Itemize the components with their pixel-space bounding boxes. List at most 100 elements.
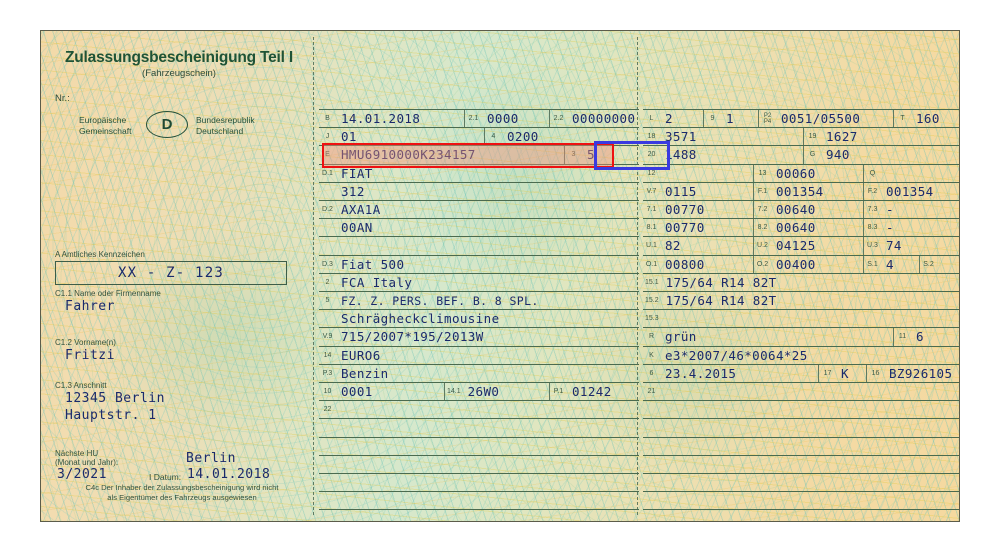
right-field-8-2[interactable]: 8.2 00640 <box>753 219 863 237</box>
middle-row <box>319 473 639 491</box>
field-value-u-2: 04125 <box>776 238 816 254</box>
right-field-21[interactable]: 21 <box>643 383 959 400</box>
right-field-q[interactable]: Q <box>863 164 959 182</box>
right-field-16[interactable]: 16 BZ926105 <box>866 364 959 382</box>
field-value-o-2: 00400 <box>776 256 816 272</box>
field-code-14-1: 14.1 <box>447 388 461 396</box>
middle-row: 14 EURO6 <box>319 345 639 364</box>
middle-field-blank[interactable] <box>319 419 639 436</box>
field-value-v-9: 715/2007*195/2013W <box>341 329 484 345</box>
middle-field-v-9[interactable]: V.9 715/2007*195/2013W <box>319 328 639 345</box>
middle-field-2-2[interactable]: 2.2 00000000 <box>549 110 639 128</box>
right-field-13[interactable]: 13 00060 <box>753 164 863 182</box>
right-field-7-2[interactable]: 7.2 00640 <box>753 201 863 219</box>
right-field-blank[interactable] <box>643 401 959 418</box>
right-field-8-1[interactable]: 8.1 00770 <box>643 219 753 236</box>
middle-field-blank[interactable]: 00AN <box>319 219 639 236</box>
right-field-o-1[interactable]: O.1 00800 <box>643 256 753 273</box>
field-code-11: 11 <box>898 333 907 341</box>
middle-field-blank[interactable] <box>319 492 639 509</box>
field-code-blank <box>319 456 336 473</box>
right-field-g[interactable]: G 940 <box>803 146 959 164</box>
middle-field-d-3[interactable]: D.3 Fiat 500 <box>319 256 639 273</box>
right-field-blank[interactable] <box>643 456 959 473</box>
right-field-p2p4[interactable]: P2 P4 0051/05500 <box>758 110 893 128</box>
field-value-b: 14.01.2018 <box>341 111 421 127</box>
right-field-v-7[interactable]: V.7 0115 <box>643 183 753 200</box>
field-code-14: 14 <box>323 351 332 359</box>
middle-field-5[interactable]: 5 FZ. Z. PERS. BEF. B. 8 SPL. <box>319 292 639 309</box>
middle-field-14-1[interactable]: 14.1 26W0 <box>444 383 549 401</box>
middle-field-b[interactable]: B 14.01.2018 <box>319 110 464 127</box>
right-field-blank[interactable] <box>643 510 959 521</box>
right-field-19[interactable]: 19 1627 <box>803 128 959 146</box>
field-value-j: 01 <box>341 129 357 145</box>
field-code-7-2: 7.2 <box>757 206 768 214</box>
owner-disclaimer: C4c Der Inhaber der Zulassungsbescheinig… <box>51 483 313 503</box>
right-field-17[interactable]: 17 K <box>818 364 866 382</box>
middle-field-p-1[interactable]: P.1 01242 <box>549 383 639 401</box>
right-row: U.1 82 U.2 04125 U.3 74 <box>643 236 959 255</box>
right-field-f-2[interactable]: F.2 001354 <box>863 182 959 200</box>
right-field-u-1[interactable]: U.1 82 <box>643 237 753 254</box>
field-code-e: E <box>325 151 330 159</box>
right-field-7-3[interactable]: 7.3- <box>863 201 959 219</box>
middle-field-blank[interactable]: 312 <box>319 183 639 200</box>
right-field-20[interactable]: 20 1488 <box>643 146 803 163</box>
field-value-3: 5 <box>587 147 595 163</box>
right-field-t[interactable]: T 160 <box>893 110 959 128</box>
right-field-s-1[interactable]: S.1 4 <box>863 255 919 273</box>
field-value-e: HMU6910000K234157 <box>341 147 476 163</box>
field-value-blank: 312 <box>341 183 365 199</box>
right-field-18[interactable]: 18 3571 <box>643 128 803 145</box>
right-field-blank[interactable] <box>643 474 959 491</box>
right-field-blank[interactable] <box>643 438 959 455</box>
middle-field-blank[interactable] <box>319 474 639 491</box>
field-value-v-7: 0115 <box>665 183 697 199</box>
right-field-u-3[interactable]: U.3 74 <box>863 237 959 255</box>
middle-field-d-1[interactable]: D.1 FIAT <box>319 165 639 182</box>
right-field-u-2[interactable]: U.2 04125 <box>753 237 863 255</box>
right-field-8-3[interactable]: 8.3- <box>863 219 959 237</box>
middle-field-blank[interactable] <box>319 456 639 473</box>
field-value-f-1: 001354 <box>776 183 824 199</box>
right-field-o-2[interactable]: O.2 00400 <box>753 255 863 273</box>
middle-field-j[interactable]: J 01 <box>319 128 484 145</box>
middle-field-e[interactable]: E HMU6910000K234157 <box>319 146 564 163</box>
right-field-11[interactable]: 11 6 <box>893 328 959 346</box>
middle-field-d-2[interactable]: D.2 AXA1A <box>319 201 639 218</box>
middle-field-2[interactable]: 2 FCA Italy <box>319 274 639 291</box>
right-field-f-1[interactable]: F.1 001354 <box>753 182 863 200</box>
right-field-6[interactable]: 6 23.4.2015 <box>643 365 818 382</box>
right-field-blank[interactable] <box>643 492 959 509</box>
middle-field-blank[interactable] <box>319 510 639 521</box>
middle-field-blank[interactable] <box>319 438 639 455</box>
right-field-15-2[interactable]: 15.2 175/64 R14 82T <box>643 292 959 309</box>
right-field-7-1[interactable]: 7.1 00770 <box>643 201 753 218</box>
middle-field-blank[interactable]: Schrägheckclimousine <box>319 310 639 327</box>
plate-label: A Amtliches Kennzeichen <box>55 250 145 259</box>
middle-field-10[interactable]: 10 0001 <box>319 383 444 400</box>
field-code-s-1: S.1 <box>867 260 878 268</box>
right-row <box>643 418 959 436</box>
field-code-20: 20 <box>647 151 656 159</box>
middle-field-blank[interactable] <box>319 237 639 254</box>
right-row <box>643 491 959 509</box>
field-code-4: 4 <box>491 133 496 141</box>
middle-field-4[interactable]: 4 0200 <box>484 128 639 146</box>
right-field-15-3[interactable]: 15.3 <box>643 310 959 327</box>
middle-field-14[interactable]: 14 EURO6 <box>319 347 639 364</box>
middle-field-p-3[interactable]: P.3 Benzin <box>319 365 639 382</box>
middle-field-2-1[interactable]: 2.1 0000 <box>464 110 549 128</box>
right-field-12[interactable]: 12 <box>643 165 753 182</box>
field-code-9: 9 <box>710 115 715 123</box>
right-field-15-1[interactable]: 15.1 175/64 R14 82T <box>643 274 959 291</box>
right-field-s-2[interactable]: S.2 <box>919 255 959 273</box>
middle-field-22[interactable]: 22 <box>319 401 639 418</box>
right-field-blank[interactable] <box>643 419 959 436</box>
